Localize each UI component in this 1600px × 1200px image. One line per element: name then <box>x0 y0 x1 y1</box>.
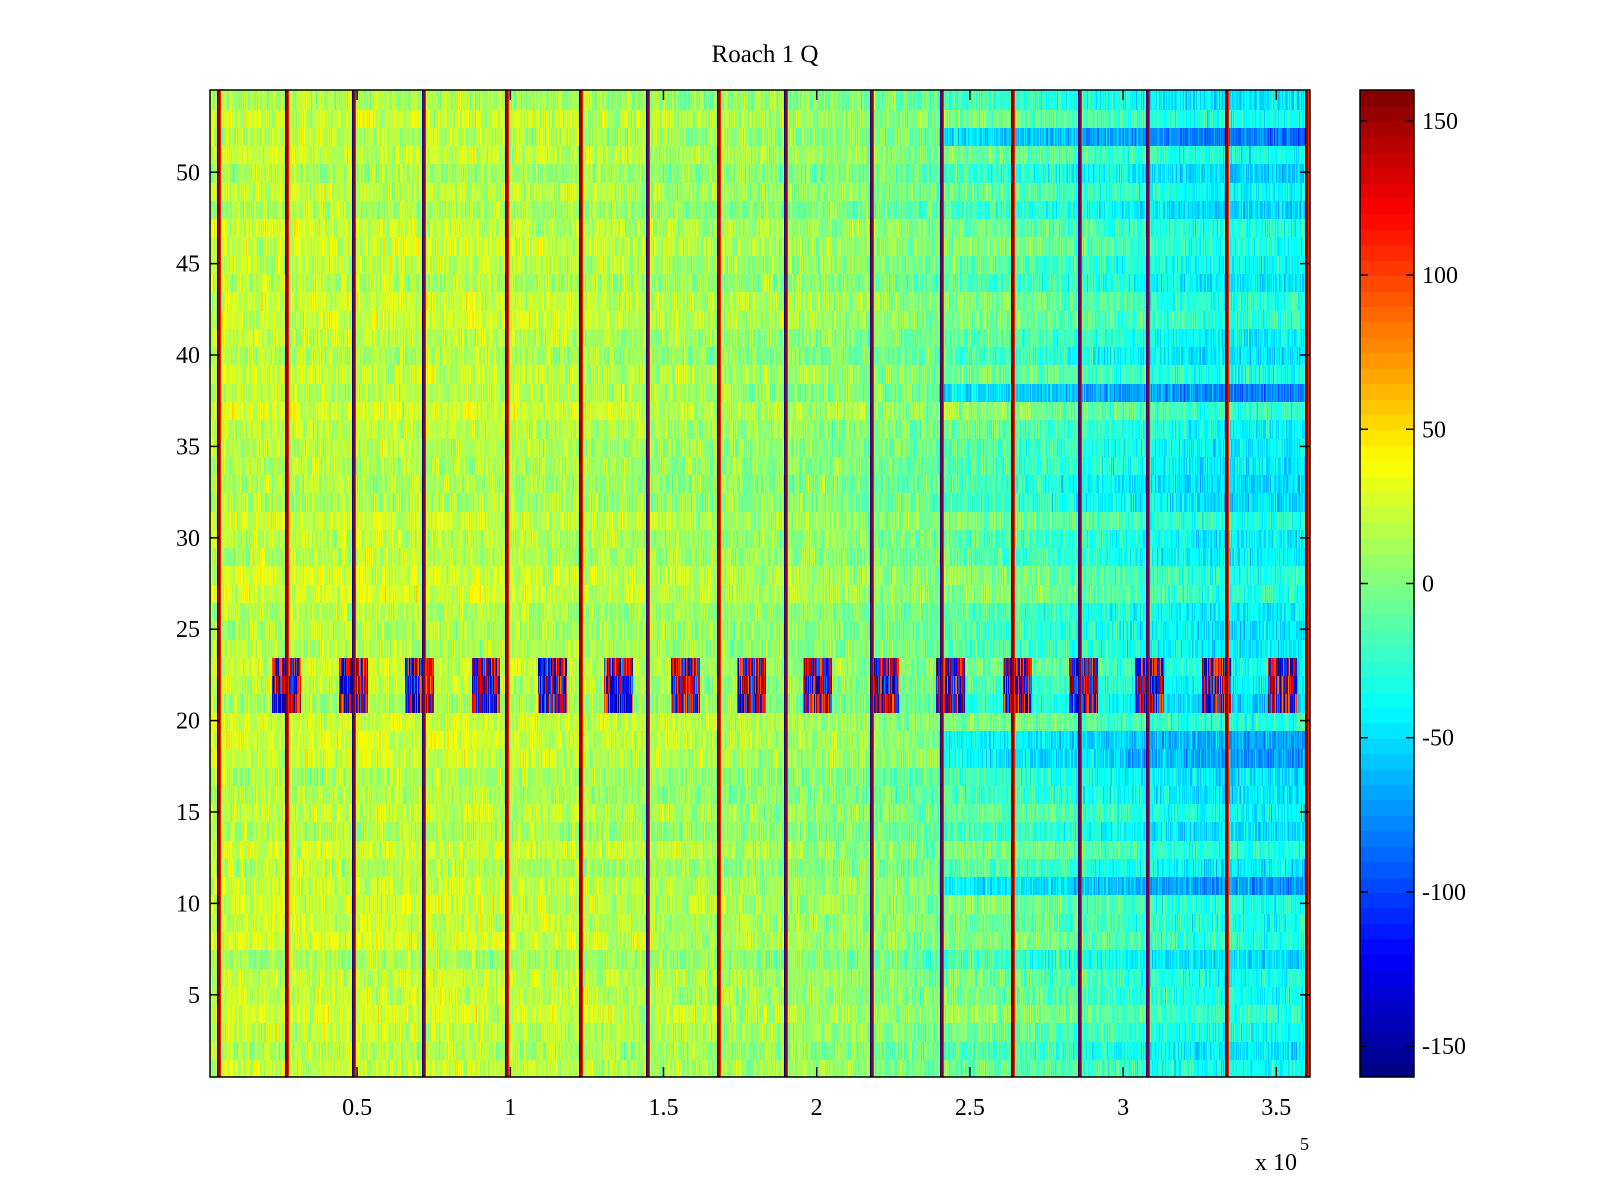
y-tick-label: 30 <box>176 526 200 552</box>
y-tick-label: 5 <box>188 983 200 1009</box>
x-tick-label: 2 <box>811 1095 823 1121</box>
x-tick-label: 1.5 <box>648 1095 678 1121</box>
colorbar-border <box>1359 89 1415 1078</box>
x-tick-label: 3.5 <box>1261 1095 1291 1121</box>
y-tick-label: 45 <box>176 252 200 278</box>
x-tick-label: 0.5 <box>342 1095 372 1121</box>
colorbar-frame <box>1359 89 1415 1078</box>
x-tick-label: 2.5 <box>955 1095 985 1121</box>
y-tick-label: 10 <box>176 891 200 917</box>
plot-frame <box>209 89 1311 1078</box>
chart-title: Roach 1 Q <box>711 41 819 68</box>
plot-border <box>209 89 1311 1078</box>
x-multiplier-exponent: 5 <box>1300 1134 1309 1154</box>
colorbar-tick-label: -100 <box>1422 880 1466 906</box>
colorbar-tick-label: 50 <box>1422 417 1446 443</box>
x-axis-ticks: 0.5 1 1.5 2 2.5 3 3.5 <box>342 90 1291 1121</box>
y-axis-ticks: 5 10 15 20 25 30 35 40 45 50 <box>176 160 1310 1009</box>
x-multiplier-label: x 10 <box>1255 1150 1297 1176</box>
colorbar-tick-label: -150 <box>1422 1034 1466 1060</box>
colorbar-tick-label: 0 <box>1422 572 1434 598</box>
x-tick-label: 3 <box>1117 1095 1129 1121</box>
x-tick-label: 1 <box>504 1095 516 1121</box>
y-tick-label: 35 <box>176 434 200 460</box>
colorbar-tick-label: -50 <box>1422 726 1454 752</box>
colorbar-tick-label: 100 <box>1422 263 1458 289</box>
heatmap-image <box>210 90 1310 1077</box>
y-tick-label: 50 <box>176 160 200 186</box>
x-axis-multiplier: x 105 <box>1255 1134 1309 1176</box>
colorbar-gradient <box>1360 90 1414 1077</box>
colorbar-ticks: 150 100 50 0 -50 -100 -150 <box>1360 109 1466 1060</box>
y-tick-label: 25 <box>176 617 200 643</box>
colorbar-tick-label: 150 <box>1422 109 1458 135</box>
y-tick-label: 40 <box>176 343 200 369</box>
y-tick-label: 15 <box>176 800 200 826</box>
y-tick-label: 20 <box>176 709 200 735</box>
